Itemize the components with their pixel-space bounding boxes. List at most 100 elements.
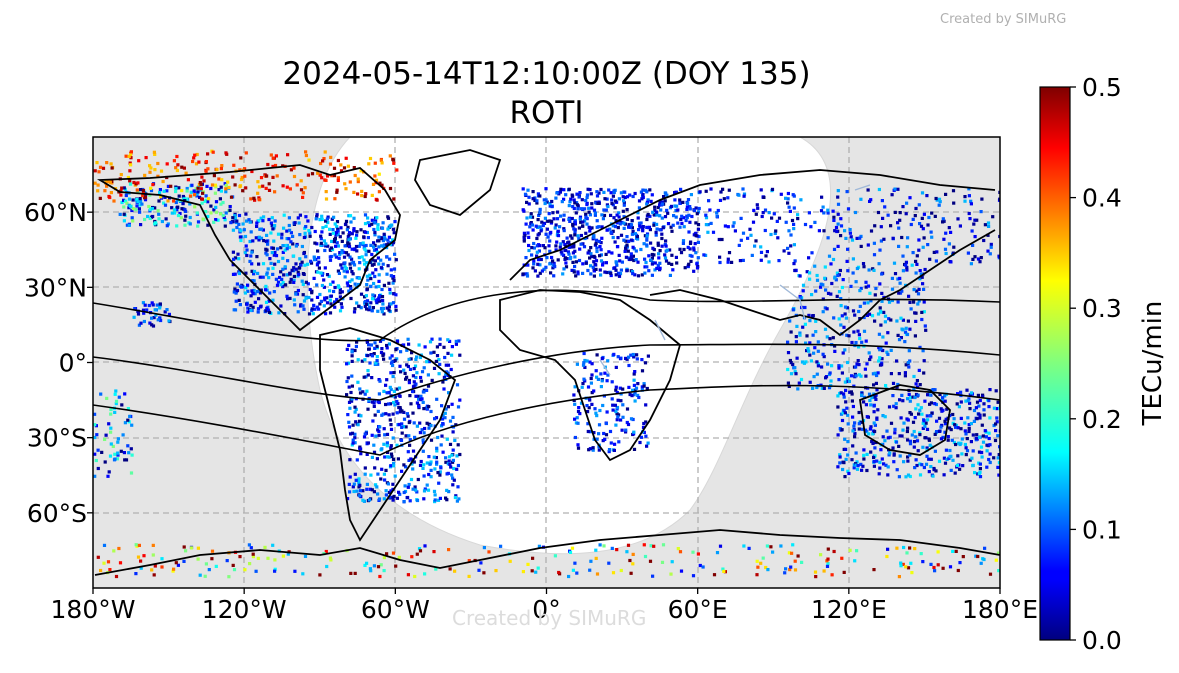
roti-dot bbox=[652, 223, 656, 227]
roti-dot bbox=[372, 294, 377, 298]
roti-dot bbox=[585, 195, 589, 199]
roti-dot bbox=[159, 195, 163, 199]
roti-dot bbox=[303, 263, 307, 267]
roti-dot bbox=[862, 265, 866, 269]
roti-dot bbox=[201, 191, 205, 195]
roti-dot bbox=[887, 453, 891, 457]
roti-dot bbox=[571, 205, 575, 209]
roti-dot bbox=[448, 442, 453, 446]
roti-dot bbox=[682, 216, 686, 220]
roti-dot bbox=[871, 372, 875, 376]
roti-dot bbox=[642, 421, 646, 426]
roti-dot bbox=[444, 496, 448, 500]
roti-dot bbox=[843, 229, 847, 233]
roti-dot bbox=[315, 242, 319, 246]
roti-dot bbox=[452, 478, 456, 482]
roti-dot bbox=[617, 215, 621, 219]
roti-dot bbox=[791, 543, 795, 547]
roti-dot bbox=[408, 438, 412, 442]
roti-dot bbox=[185, 186, 189, 191]
roti-dot bbox=[912, 288, 916, 292]
roti-dot bbox=[823, 265, 827, 269]
roti-dot bbox=[836, 273, 840, 278]
roti-dot bbox=[839, 412, 844, 416]
roti-dot bbox=[617, 253, 621, 257]
roti-dot bbox=[324, 197, 329, 201]
roti-dot bbox=[796, 387, 800, 391]
roti-dot bbox=[399, 370, 403, 374]
roti-dot bbox=[216, 218, 220, 222]
roti-dot bbox=[322, 278, 326, 282]
roti-dot bbox=[947, 242, 951, 246]
roti-dot bbox=[895, 546, 899, 550]
roti-dot bbox=[965, 449, 970, 453]
roti-dot bbox=[739, 238, 743, 242]
roti-dot bbox=[357, 337, 361, 341]
roti-dot bbox=[876, 210, 881, 215]
roti-dot bbox=[535, 199, 539, 203]
roti-dot bbox=[467, 559, 471, 563]
roti-dot bbox=[786, 246, 790, 250]
roti-dot bbox=[149, 189, 154, 193]
roti-dot bbox=[873, 293, 877, 297]
roti-dot bbox=[292, 298, 296, 302]
roti-dot bbox=[583, 365, 587, 369]
roti-dot bbox=[114, 402, 118, 406]
roti-dot bbox=[347, 233, 351, 237]
roti-dot bbox=[165, 189, 169, 193]
roti-dot bbox=[402, 368, 406, 372]
roti-dot bbox=[359, 306, 363, 310]
roti-dot bbox=[436, 435, 440, 440]
roti-dot bbox=[206, 214, 210, 219]
roti-dot bbox=[854, 451, 858, 455]
roti-dot bbox=[374, 247, 378, 251]
roti-dot bbox=[535, 254, 539, 258]
roti-dot bbox=[351, 423, 355, 427]
roti-dot bbox=[840, 428, 844, 432]
roti-dot bbox=[972, 222, 976, 226]
roti-dot bbox=[116, 440, 120, 444]
roti-dot bbox=[913, 395, 917, 400]
roti-dot bbox=[921, 426, 925, 430]
roti-dot bbox=[661, 226, 665, 230]
roti-dot bbox=[604, 433, 609, 437]
roti-dot bbox=[952, 417, 956, 421]
roti-dot bbox=[364, 243, 368, 248]
roti-dot bbox=[188, 194, 193, 198]
roti-dot bbox=[366, 373, 370, 377]
roti-dot bbox=[259, 216, 263, 220]
roti-dot bbox=[200, 197, 204, 201]
roti-dot bbox=[578, 215, 583, 219]
roti-dot bbox=[411, 487, 415, 491]
roti-dot bbox=[421, 466, 425, 470]
roti-dot bbox=[904, 326, 908, 330]
roti-dot bbox=[612, 448, 616, 452]
roti-dot bbox=[645, 234, 649, 238]
roti-dot bbox=[332, 289, 336, 294]
roti-dot bbox=[957, 405, 961, 409]
roti-dot bbox=[663, 215, 668, 219]
roti-dot bbox=[332, 215, 336, 219]
roti-dot bbox=[820, 195, 824, 199]
roti-dot bbox=[717, 237, 721, 242]
roti-dot bbox=[864, 339, 868, 343]
roti-dot bbox=[908, 546, 912, 550]
roti-dot bbox=[908, 300, 912, 304]
roti-dot bbox=[726, 257, 730, 261]
roti-dot bbox=[624, 430, 628, 434]
roti-dot bbox=[248, 562, 252, 566]
roti-dot bbox=[836, 465, 840, 469]
roti-dot bbox=[320, 217, 324, 221]
roti-dot bbox=[792, 206, 796, 210]
roti-dot bbox=[164, 217, 168, 221]
roti-dot bbox=[573, 402, 577, 406]
x-tick-label: 0° bbox=[532, 595, 560, 624]
roti-dot bbox=[617, 211, 621, 215]
roti-dot bbox=[904, 565, 908, 569]
roti-dot bbox=[408, 499, 412, 503]
roti-dot bbox=[684, 218, 688, 223]
roti-dot bbox=[746, 236, 750, 240]
roti-dot bbox=[692, 233, 696, 237]
roti-dot bbox=[415, 371, 419, 375]
roti-dot bbox=[986, 233, 990, 237]
